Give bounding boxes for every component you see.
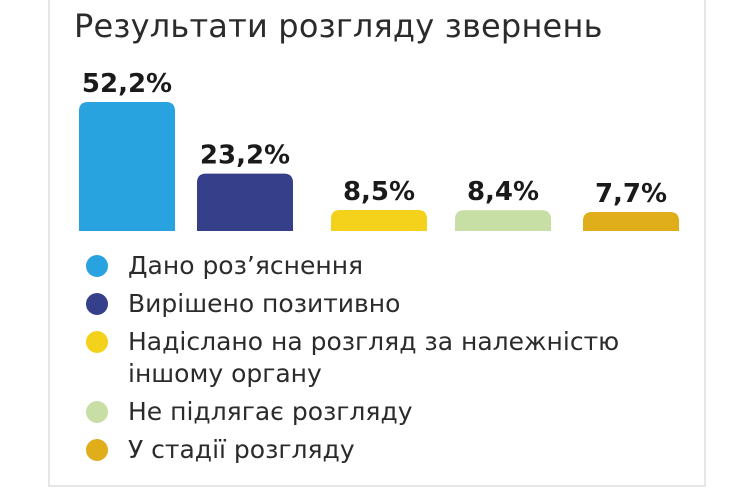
bar-2 — [197, 173, 293, 231]
bar-3 — [331, 209, 427, 231]
chart-title: Результати розгляду звернень — [74, 7, 603, 45]
bar-1 — [79, 102, 175, 231]
legend-label: Дано роз’яснення — [128, 251, 364, 280]
chart-card — [48, 0, 706, 487]
legend-label: Не підлягає розгляду — [128, 397, 413, 426]
legend-item-forwarded: Надіслано на розгляд за належністю іншом… — [86, 326, 708, 390]
legend-dot-icon — [86, 331, 108, 353]
bar-value-label-1: 52,2% — [82, 69, 172, 99]
bar-value-label-5: 7,7% — [595, 179, 667, 209]
legend-item-clarification: Дано роз’яснення — [86, 250, 708, 282]
legend-dot-icon — [86, 439, 108, 461]
legend-label: У стадії розгляду — [128, 435, 355, 464]
bar-chart: 52,2% 23,2% 8,5% 8,4% 7,7% — [79, 69, 679, 231]
bar-value-label-4: 8,4% — [467, 177, 539, 207]
legend: Дано роз’яснення Вирішено позитивно Наді… — [86, 250, 708, 472]
legend-dot-icon — [86, 293, 108, 315]
legend-label: Вирішено позитивно — [128, 289, 401, 318]
legend-item-resolved-positively: Вирішено позитивно — [86, 288, 708, 320]
legend-dot-icon — [86, 255, 108, 277]
bar-5 — [583, 211, 679, 231]
legend-item-under-review: У стадії розгляду — [86, 434, 708, 466]
bar-4 — [455, 210, 551, 231]
legend-label: Надіслано на розгляд за належністю іншом… — [128, 327, 620, 388]
legend-dot-icon — [86, 401, 108, 423]
bar-value-label-2: 23,2% — [200, 141, 290, 171]
legend-item-not-subject: Не підлягає розгляду — [86, 396, 708, 428]
bar-value-label-3: 8,5% — [343, 177, 415, 207]
